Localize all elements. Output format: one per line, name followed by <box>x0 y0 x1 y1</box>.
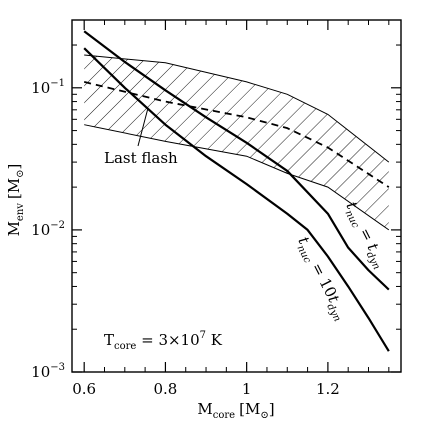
series-line-tnuc-tdyn <box>83 30 390 291</box>
band-fill <box>84 55 389 230</box>
band-center-dashed <box>83 81 390 188</box>
band-label-pointer <box>137 107 149 147</box>
y-axis-label: Menv[M⊙] <box>5 164 26 237</box>
series-line-tnuc-10tdyn <box>83 47 390 352</box>
band-lower-edge <box>84 124 390 231</box>
x-tick-label: 1.2 <box>316 380 340 398</box>
band-label: Last flash <box>104 149 178 167</box>
y-tick-label: 10−1 <box>31 78 65 97</box>
band-upper-edge <box>84 54 390 163</box>
x-tick-label: 0.6 <box>72 380 96 398</box>
x-tick-label: 1 <box>242 380 252 398</box>
x-tick-label: 0.8 <box>153 380 177 398</box>
x-axis-label: Mcore [M⊙] <box>197 400 274 421</box>
y-tick-label: 10−3 <box>31 362 65 381</box>
tcore-annotation: Tcore = 3×107 K <box>104 330 223 352</box>
y-tick-label: 10−2 <box>31 220 65 239</box>
plot-frame <box>71 19 402 373</box>
